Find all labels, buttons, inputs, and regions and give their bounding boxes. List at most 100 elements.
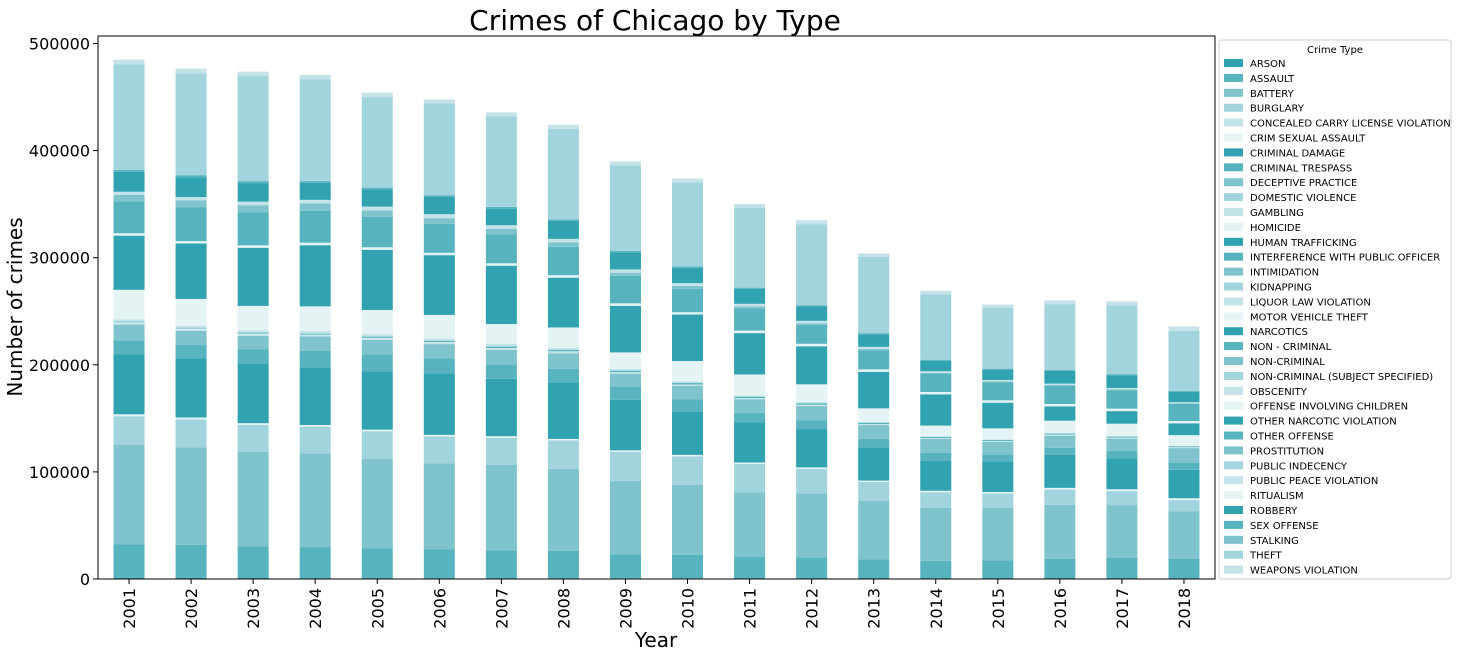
bar-segment <box>734 333 766 375</box>
bar-segment <box>547 220 579 239</box>
bar-segment <box>547 382 579 439</box>
legend-swatch <box>1224 148 1243 157</box>
bar-stack-2002 <box>175 68 207 579</box>
bar-segment <box>1044 558 1076 579</box>
bar-segment <box>547 353 579 369</box>
bar-segment <box>796 384 828 402</box>
legend-swatch <box>1224 401 1243 410</box>
bar-segment <box>920 460 952 491</box>
legend-swatch <box>1224 327 1243 336</box>
bar-segment <box>423 338 455 341</box>
x-tick-label: 2009 <box>616 588 635 629</box>
bar-segment <box>547 351 579 352</box>
bar-segment <box>299 199 331 204</box>
bar-segment <box>1106 491 1138 506</box>
bar-segment <box>920 392 952 395</box>
bar-segment <box>920 290 952 295</box>
bar-segment <box>299 203 331 211</box>
bar-segment <box>175 243 207 299</box>
bar-segment <box>237 335 269 350</box>
bar-segment <box>361 338 393 340</box>
bar-segment <box>796 305 828 307</box>
y-tick-label: 300000 <box>29 249 90 268</box>
legend-swatch <box>1224 133 1243 142</box>
bar-segment <box>113 416 145 445</box>
legend-label: ASSAULT <box>1250 74 1295 85</box>
legend-label: PROSTITUTION <box>1250 446 1324 457</box>
bar-segment <box>734 288 766 304</box>
bar-segment <box>113 354 145 415</box>
legend-swatch <box>1224 118 1243 127</box>
bar-stack-2015 <box>982 304 1014 579</box>
bar-segment <box>113 289 145 320</box>
bar-segment <box>485 116 517 207</box>
bar-segment <box>982 560 1014 579</box>
plot-frame <box>97 35 1216 580</box>
bar-segment <box>982 439 1014 440</box>
bar-segment <box>1044 487 1076 490</box>
legend-label: CRIM SEXUAL ASSAULT <box>1250 134 1366 145</box>
bar-segment <box>299 350 331 368</box>
bar-segment <box>175 298 207 326</box>
legend-swatch <box>1224 416 1243 425</box>
bar-segment <box>982 382 1014 401</box>
bar-segment <box>672 383 704 385</box>
bar-segment <box>609 386 641 400</box>
bar-segment <box>672 178 704 183</box>
x-tick-label: 2008 <box>554 588 573 629</box>
bar-segment <box>796 467 828 469</box>
bar-segment <box>175 577 207 579</box>
x-tick-label: 2015 <box>989 588 1008 629</box>
bar-segment <box>361 187 393 190</box>
legend-label: DOMESTIC VIOLENCE <box>1250 193 1356 204</box>
bar-segment <box>672 312 704 315</box>
bar-segment <box>423 340 455 343</box>
bar-segment <box>485 464 517 551</box>
bar-segment <box>920 439 952 453</box>
legend-swatch <box>1224 312 1243 321</box>
bar-segment <box>299 182 331 200</box>
bar-segment <box>982 379 1014 382</box>
legend-label: NON-CRIMINAL <box>1250 357 1325 368</box>
legend-label: OBSCENITY <box>1250 387 1308 398</box>
bar-segment <box>1168 435 1200 446</box>
bar-segment <box>1044 433 1076 435</box>
bar-segment <box>299 335 331 337</box>
bar-segment <box>858 481 890 502</box>
bar-segment <box>796 404 828 406</box>
bar-segment <box>858 346 890 350</box>
x-tick-label: 2017 <box>1113 588 1132 629</box>
bar-segment <box>1106 390 1138 409</box>
bar-segment <box>237 212 269 246</box>
bar-segment <box>609 165 641 251</box>
bar-segment <box>858 559 890 579</box>
bar-segment <box>796 405 828 407</box>
bar-segment <box>1044 385 1076 386</box>
bar-segment <box>237 333 269 334</box>
bar-stack-2009 <box>609 161 641 579</box>
legend-swatch <box>1224 565 1243 574</box>
bar-stack-2008 <box>547 124 579 579</box>
bar-segment <box>609 251 641 253</box>
bar-segment <box>237 330 269 333</box>
bar-segment <box>113 64 145 170</box>
bar-segment <box>796 323 828 326</box>
bar-segment <box>796 429 828 468</box>
bar-segment <box>920 372 952 375</box>
bar-segment <box>609 451 641 481</box>
bar-segment <box>796 325 828 344</box>
bar-segment <box>547 438 579 441</box>
legend-swatch <box>1224 342 1243 351</box>
x-tick-label: 2001 <box>120 588 139 629</box>
bar-segment <box>734 303 766 307</box>
bar-segment <box>423 195 455 198</box>
bar-segment <box>1106 375 1138 388</box>
bar-segment <box>423 463 455 550</box>
legend-label: INTIMIDATION <box>1250 268 1319 279</box>
bar-segment <box>237 423 269 425</box>
legend-label: NARCOTICS <box>1250 327 1308 338</box>
bar-segment <box>361 309 393 335</box>
legend-swatch <box>1224 550 1243 559</box>
bar-segment <box>982 381 1014 383</box>
